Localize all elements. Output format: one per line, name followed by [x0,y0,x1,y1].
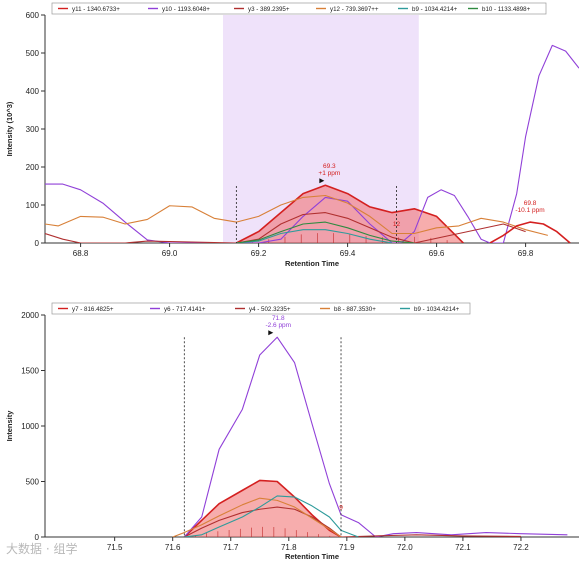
x-tick-label: 71.5 [107,543,123,552]
y-tick-label: 500 [26,49,40,58]
x-tick-label: 72.1 [455,543,471,552]
peak-annotation: +1 ppm [318,170,340,177]
chart-1: 0 100 200 300 400 500 600 68.8 69.0 69.2 69.4 69.6 6… [5,2,579,268]
y-tick-label: 200 [26,163,40,172]
legend-entry: y11 - 1340.6733+ [72,6,120,13]
peak-annotation: 71.8 [272,315,285,322]
x-tick-label: 72.0 [397,543,413,552]
legend: y7 - 816.4825+ y6 - 717.4141+ y4 - 502.323… [51,302,471,315]
x-tick-label: 71.8 [281,543,297,552]
y-tick-label: 100 [26,201,40,210]
y-tick-label: 600 [26,11,40,20]
x-tick-label: 72.2 [513,543,529,552]
apex-marker [268,330,274,336]
x-tick-label: 69.4 [340,249,356,258]
series-line-1 [235,184,464,243]
y-axis-label: Intensity [5,410,14,442]
x-axis-label: Retention Time [285,552,339,561]
y-tick-label: 500 [26,478,40,487]
y-tick-label: 300 [26,125,40,134]
x-tick-label: 71.6 [165,543,181,552]
x-tick-label: 71.7 [223,543,239,552]
y-tick-label: 1000 [21,422,39,431]
legend-entry: y7 - 816.4825+ [72,306,114,313]
watermark-logo: 大数据 · 组学 [6,542,78,556]
peak-annotation: 12 [393,221,401,228]
legend-entry: b8 - 887.3530+ [334,306,376,313]
apex-marker [319,178,325,184]
x-tick-label: 68.8 [73,249,89,258]
peak-annotation: 69.8 [524,200,537,207]
x-tick-label: 69.6 [429,249,445,258]
plot-area [45,44,579,243]
series-line-3 [45,212,526,243]
legend-entry: y12 - 739.3697++ [330,6,379,13]
chart-2: 0 500 1000 1500 2000 71.5 71.6 71.7 71.8 71.9 72.0… [5,302,579,561]
legend-entry: y6 - 717.4141+ [164,306,206,313]
x-tick-label: 69.2 [251,249,267,258]
legend-entry: b10 - 1133.4898+ [482,6,531,13]
legend-box [51,302,471,315]
y-tick-label: 2000 [21,311,39,320]
legend-box [51,2,547,15]
legend-entry: y4 - 502.3235+ [249,306,291,313]
peak-annotation: 9 [339,504,343,511]
series-line-5 [236,229,393,243]
x-axis-label: Retention Time [285,259,339,268]
x-tick-label: 69.8 [518,249,534,258]
y-axis-label: Intensity (10^3) [5,101,14,156]
peak-area [236,185,464,243]
legend-entry: b9 - 1034.4214+ [412,6,458,13]
legend-entry: b9 - 1034.4214+ [414,306,460,313]
legend: y11 - 1340.6733+ y10 - 1193.6048+ y3 - 389… [51,2,547,15]
legend-entry: y3 - 389.2395+ [248,6,290,13]
series-line-6 [236,221,415,243]
y-tick-label: 400 [26,87,40,96]
x-tick-label: 71.9 [339,543,355,552]
series-line-2 [183,336,568,537]
series-line-4 [172,497,342,537]
y-tick-label: 0 [35,533,40,542]
series-line-4 [45,194,548,236]
peak-annotation: 69.3 [323,163,336,170]
series-line-5 [184,495,359,537]
x-tick-label: 69.0 [162,249,178,258]
peak-annotation: -2.6 ppm [265,322,291,329]
plot-area [172,336,568,537]
y-tick-label: 1500 [21,367,39,376]
peak-annotation: -10.1 ppm [515,207,544,214]
series-line-2 [45,44,579,243]
series-line-7 [489,221,571,243]
legend-entry: y10 - 1193.6048+ [162,6,210,13]
y-tick-label: 0 [35,239,40,248]
